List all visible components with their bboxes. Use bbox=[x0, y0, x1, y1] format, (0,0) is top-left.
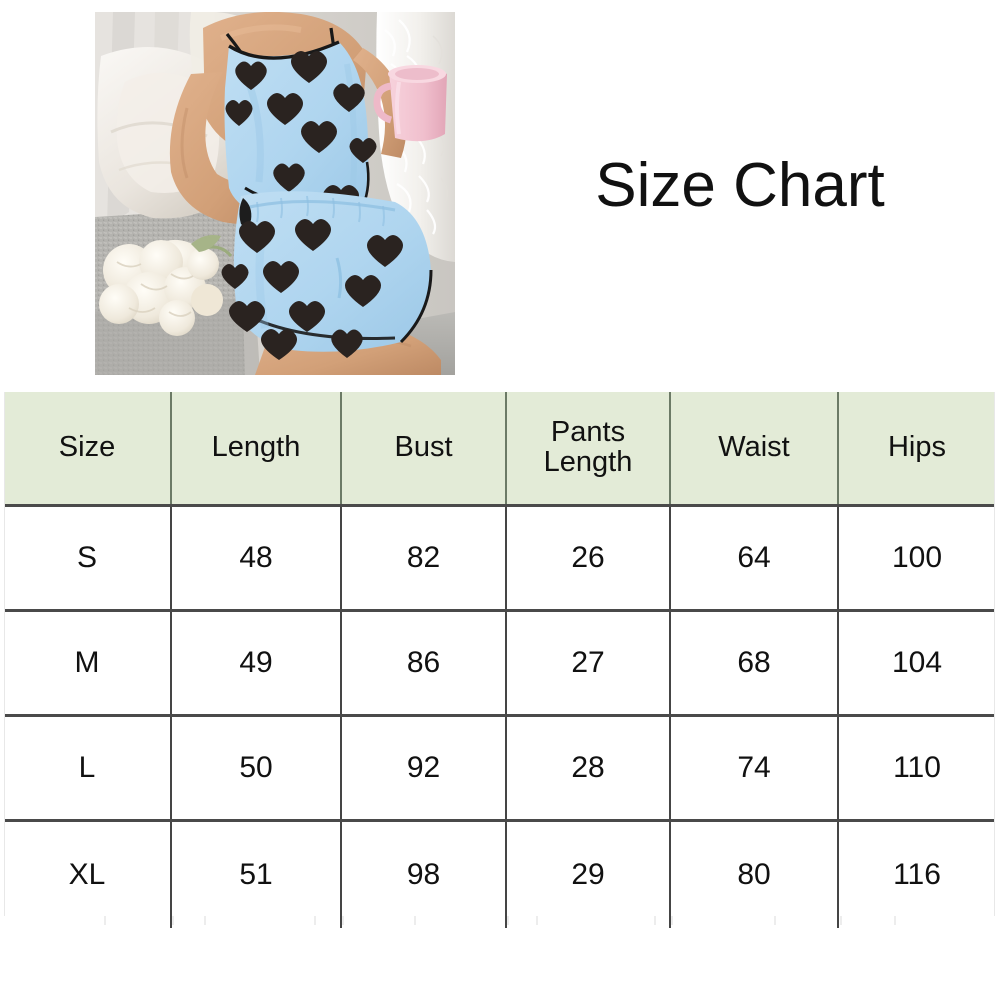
cell-size: XL bbox=[4, 820, 172, 928]
column-header-hips: Hips bbox=[838, 392, 995, 507]
cell-length: 50 bbox=[171, 715, 342, 822]
cell-bust: 98 bbox=[341, 820, 507, 928]
table-bottom-ticks bbox=[4, 916, 995, 928]
cell-length: 48 bbox=[171, 505, 342, 612]
cell-length: 51 bbox=[171, 820, 342, 928]
cell-waist: 68 bbox=[670, 610, 839, 717]
cell-bust: 86 bbox=[341, 610, 507, 717]
table-row: XL 51 98 29 80 116 bbox=[4, 820, 995, 928]
cell-waist: 64 bbox=[670, 505, 839, 612]
column-header-size-label: Size bbox=[58, 431, 116, 464]
column-header-waist: Waist bbox=[670, 392, 839, 507]
size-chart-table: Size Length Bust Pants Length Waist Hips bbox=[4, 392, 995, 928]
cell-hips: 110 bbox=[838, 715, 995, 822]
cell-pants-length: 27 bbox=[506, 610, 671, 717]
product-photo-illustration bbox=[95, 12, 455, 375]
cell-hips: 100 bbox=[838, 505, 995, 612]
table-row: M 49 86 27 68 104 bbox=[4, 610, 995, 717]
cell-hips: 104 bbox=[838, 610, 995, 717]
table-right-edge bbox=[994, 392, 995, 916]
column-header-bust-label: Bust bbox=[394, 431, 453, 464]
column-header-hips-label: Hips bbox=[887, 431, 946, 464]
cell-waist: 74 bbox=[670, 715, 839, 822]
cell-bust: 92 bbox=[341, 715, 507, 822]
white-flowers bbox=[99, 235, 233, 336]
cell-bust: 82 bbox=[341, 505, 507, 612]
column-header-pants-label-line2: Length bbox=[543, 446, 633, 478]
table-header-row: Size Length Bust Pants Length Waist Hips bbox=[4, 392, 995, 507]
cell-size: L bbox=[4, 715, 172, 822]
table-row: S 48 82 26 64 100 bbox=[4, 505, 995, 612]
page-title: Size Chart bbox=[595, 151, 885, 220]
cell-waist: 80 bbox=[670, 820, 839, 928]
cell-length: 49 bbox=[171, 610, 342, 717]
column-header-pants-label-line1: Pants bbox=[550, 416, 626, 449]
cell-size: S bbox=[4, 505, 172, 612]
size-chart-table-container: Size Length Bust Pants Length Waist Hips bbox=[4, 392, 995, 928]
cell-hips: 116 bbox=[838, 820, 995, 928]
product-photo bbox=[95, 12, 455, 375]
cell-size: M bbox=[4, 610, 172, 717]
table-left-edge bbox=[4, 392, 5, 916]
column-header-waist-label: Waist bbox=[718, 431, 790, 464]
cell-pants-length: 28 bbox=[506, 715, 671, 822]
column-header-length: Length bbox=[171, 392, 342, 507]
cell-pants-length: 26 bbox=[506, 505, 671, 612]
heart-print bbox=[225, 51, 377, 217]
table-row: L 50 92 28 74 110 bbox=[4, 715, 995, 822]
column-header-bust: Bust bbox=[341, 392, 507, 507]
column-header-pants-length: Pants Length bbox=[506, 392, 671, 507]
column-header-size: Size bbox=[4, 392, 172, 507]
cell-pants-length: 29 bbox=[506, 820, 671, 928]
column-header-length-label: Length bbox=[211, 431, 301, 464]
